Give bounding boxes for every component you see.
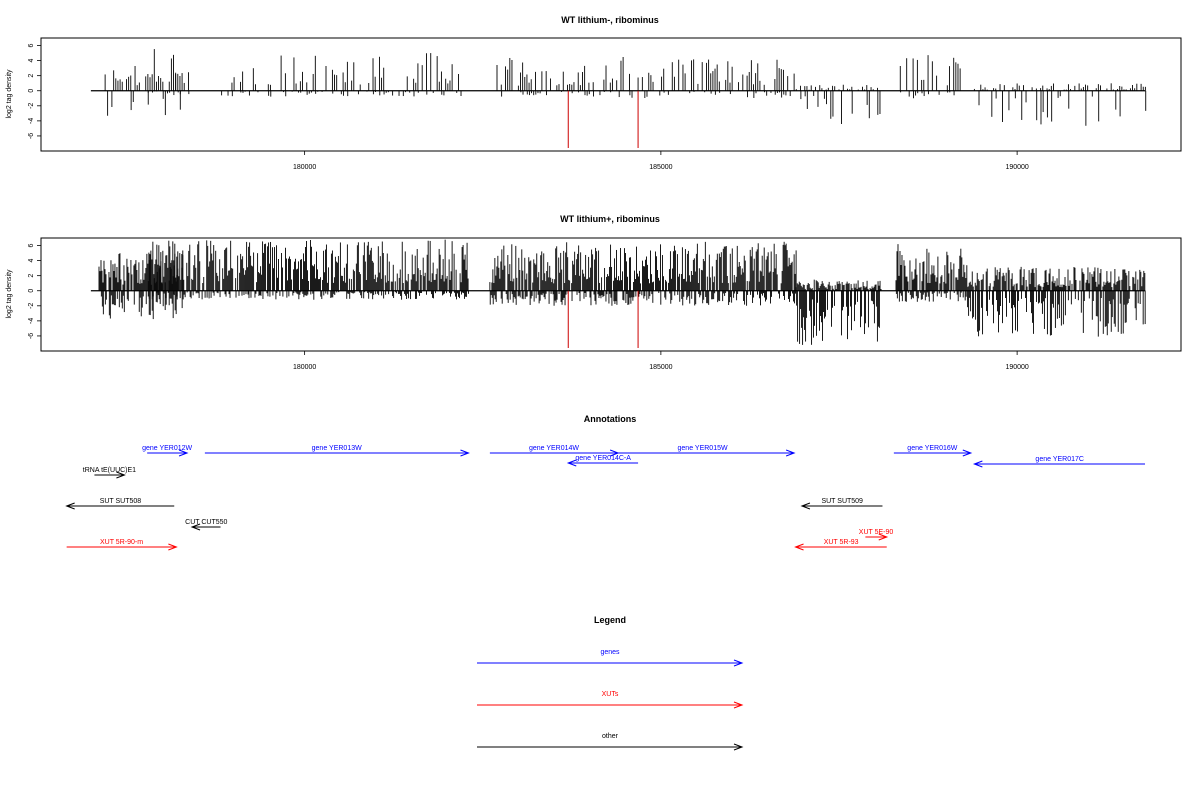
legend-entry-xut: XUTs — [477, 691, 744, 709]
annotation-xut: XUT 5E-90 — [859, 529, 894, 541]
panel-lithium-minus: WT lithium-, ribominus -6 -4 -2 0 2 4 6 180000… — [6, 15, 1182, 171]
arrowhead — [733, 743, 744, 751]
legend-title: Legend — [594, 615, 626, 625]
panel-1-frame — [40, 37, 1182, 152]
annotation-gene: gene YER016W — [893, 445, 973, 457]
annotation-other: SUT SUT508 — [65, 498, 175, 510]
arrowhead — [962, 449, 973, 457]
y-tick-label: 6 — [28, 243, 35, 247]
panel-1-y-axis: -6 -4 -2 0 2 4 6 — [28, 43, 42, 139]
arrowhead — [566, 459, 577, 467]
annotation-other: CUT CUT550 — [185, 519, 228, 531]
y-tick-label: -4 — [28, 318, 35, 324]
arrowhead — [878, 533, 889, 541]
annotation-label: gene YER013W — [312, 445, 362, 452]
annotation-label: XUT 5R-93 — [824, 539, 859, 546]
y-tick-label: -6 — [28, 133, 35, 139]
panel-1-x-axis: 180000 185000 190000 — [293, 151, 1029, 171]
panel-2-y-axis-label: log2 tag density — [6, 269, 13, 319]
legend-entries: genes XUTs other — [477, 649, 744, 751]
annotation-label: XUT 5R-90-m — [100, 539, 143, 546]
y-tick-label: 6 — [28, 43, 35, 47]
annotation-label: tRNA tE(UUC)E1 — [83, 467, 136, 474]
annotation-label: gene YER012W — [142, 445, 192, 452]
panel-2-bars — [90, 239, 1146, 348]
annotation-label: XUT 5E-90 — [859, 529, 894, 536]
annotation-label: gene YER014C-A — [575, 455, 631, 462]
annotation-label: SUT SUT509 — [821, 498, 863, 505]
y-tick-label: 0 — [28, 289, 35, 293]
legend-entry-other: other — [477, 733, 744, 751]
legend-label: XUTs — [602, 691, 619, 698]
panel-1-y-axis-label: log2 tag density — [6, 69, 13, 119]
x-tick-label: 180000 — [293, 364, 316, 371]
arrowhead — [65, 502, 75, 510]
y-tick-label: -4 — [28, 118, 35, 124]
annotation-other: SUT SUT509 — [800, 498, 883, 510]
x-tick-label: 185000 — [649, 164, 672, 171]
legend-entry-gene: genes — [477, 649, 744, 667]
y-tick-label: 4 — [28, 259, 35, 263]
arrowhead — [785, 449, 796, 457]
legend-label: other — [602, 733, 619, 740]
y-tick-label: 2 — [28, 274, 35, 278]
panel-1-bars — [90, 49, 1147, 148]
arrowhead — [168, 543, 178, 551]
annotation-label: CUT CUT550 — [185, 519, 227, 526]
annotation-label: gene YER015W — [678, 445, 728, 452]
y-tick-label: -2 — [28, 103, 35, 109]
panel-1-title: WT lithium-, ribominus — [561, 15, 659, 25]
annotations-title: Annotations — [584, 414, 637, 424]
y-tick-label: -2 — [28, 303, 35, 309]
y-tick-label: -6 — [28, 333, 35, 339]
annotation-other: tRNA tE(UUC)E1 — [83, 467, 136, 479]
y-tick-label: 2 — [28, 74, 35, 78]
panel-2-x-axis: 180000 185000 190000 — [293, 351, 1029, 371]
annotation-gene: gene YER014C-A — [566, 455, 639, 467]
annotation-label: SUT SUT508 — [100, 498, 142, 505]
annotation-xut: XUT 5R-93 — [794, 539, 887, 551]
arrowhead — [800, 502, 811, 510]
y-tick-label: 4 — [28, 59, 35, 63]
annotation-features: gene YER012W gene YER013W gene YER014W gene… — [65, 445, 1145, 551]
legend-label: genes — [600, 649, 620, 656]
panel-lithium-plus: WT lithium+, ribominus -6 -4 -2 0 2 4 6 180000… — [6, 214, 1182, 371]
arrowhead — [733, 701, 744, 709]
annotation-gene: gene YER013W — [204, 445, 470, 457]
arrowhead — [794, 543, 804, 551]
arrowhead — [116, 471, 126, 479]
annotation-label: gene YER014W — [529, 445, 579, 452]
annotation-label: gene YER017C — [1035, 456, 1084, 463]
annotation-gene: gene YER017C — [972, 456, 1145, 468]
x-tick-label: 190000 — [1005, 164, 1028, 171]
y-tick-label: 0 — [28, 89, 35, 93]
arrowhead — [733, 659, 744, 667]
legend-panel: Legend genes XUTs other — [477, 615, 744, 751]
arrowhead — [460, 449, 470, 457]
x-tick-label: 190000 — [1005, 364, 1028, 371]
annotation-gene: gene YER015W — [611, 445, 796, 457]
arrowhead — [972, 460, 983, 468]
arrowhead — [190, 523, 201, 531]
annotations-panel: Annotations gene YER012W gene YER013W gene… — [65, 414, 1145, 551]
annotation-xut: XUT 5R-90-m — [66, 539, 178, 551]
panel-2-y-axis: -6 -4 -2 0 2 4 6 — [28, 243, 42, 339]
annotation-gene: gene YER012W — [142, 445, 193, 457]
x-tick-label: 180000 — [293, 164, 316, 171]
annotation-label: gene YER016W — [907, 445, 957, 452]
panel-2-title: WT lithium+, ribominus — [560, 214, 660, 224]
x-tick-label: 185000 — [649, 364, 672, 371]
arrowhead — [178, 449, 189, 457]
